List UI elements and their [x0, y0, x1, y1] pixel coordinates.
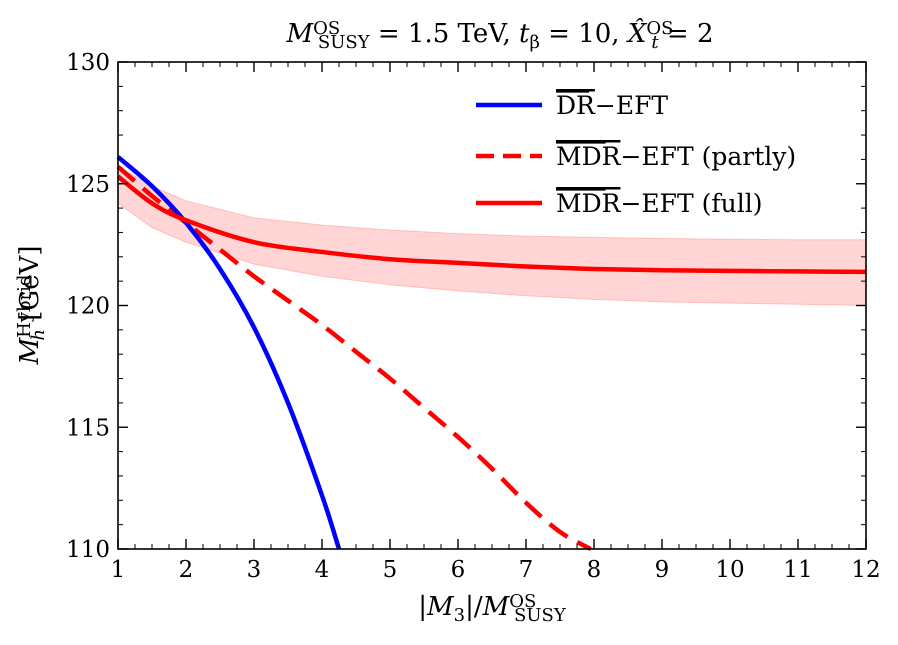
plot-frame [117, 61, 867, 550]
legend-label-2: MDR−EFT (full) [556, 189, 763, 218]
title-part: = 2 [659, 19, 714, 49]
x-tick-label: 7 [519, 557, 534, 583]
x-tick-label: 5 [383, 557, 398, 583]
title-part: SUSY [318, 32, 371, 53]
series-line-1 [116, 164, 592, 551]
x-tick-label: 6 [451, 557, 466, 583]
x-tick-label: 1 [111, 557, 126, 583]
x-tick-label: 2 [179, 557, 194, 583]
title-part: OS [313, 18, 340, 39]
title-part: t [519, 19, 530, 49]
legend-label-overline: MDR [556, 189, 622, 218]
title-part: X̂ [626, 18, 648, 49]
x-tick-label: 10 [715, 557, 744, 583]
title-part: M [285, 19, 314, 49]
x-label-part: SUSY [514, 605, 567, 626]
y-tick-label: 115 [66, 415, 110, 441]
series-line-0 [116, 155, 342, 550]
legend-label-1: MDR−EFT (partly) [556, 142, 796, 171]
y-label-part: [GeV] [15, 246, 45, 329]
x-axis-label: |M3|/MOS SUSY [418, 591, 567, 625]
chart-title: MOS SUSY = 1.5 TeV, tβ = 10, X̂OS t = 2 [285, 18, 713, 52]
legend-label-overline: DR [556, 91, 596, 120]
x-tick-label: 8 [587, 557, 602, 583]
y-label-part: Hybrid [14, 275, 35, 338]
y-label-part: M [15, 336, 45, 365]
x-tick-label: 3 [247, 557, 262, 583]
title-part: = 10, [540, 19, 628, 49]
legend-label-rest: −EFT [595, 91, 669, 120]
y-axis-label: MHybridh [GeV] [14, 246, 48, 366]
title-part: t [651, 32, 659, 53]
series-line-2 [116, 174, 867, 275]
x-label-part: M [426, 592, 455, 622]
y-tick-label: 110 [66, 537, 110, 563]
legend-label-overline: MDR [556, 142, 622, 171]
series-lines-layer [116, 155, 867, 551]
title-part: β [529, 32, 539, 53]
title-part: OS [646, 18, 673, 39]
x-tick-label: 9 [655, 557, 670, 583]
y-tick-label: 125 [66, 172, 110, 198]
x-label-part: M [482, 592, 511, 622]
y-tick-label: 120 [66, 294, 110, 320]
ticks-layer [117, 61, 867, 550]
y-label-part: h [28, 329, 49, 341]
x-tick-label: 12 [851, 557, 880, 583]
x-tick-label: 11 [783, 557, 812, 583]
legend-label-rest: −EFT (full) [620, 189, 762, 218]
x-label-part: |/ [465, 592, 483, 622]
legend-label-0: DR−EFT [556, 91, 668, 120]
x-tick-label: 4 [315, 557, 330, 583]
x-label-part: | [418, 592, 427, 622]
x-label-part: 3 [454, 605, 465, 626]
y-tick-label: 130 [66, 50, 110, 76]
legend-label-rest: −EFT (partly) [620, 142, 796, 171]
title-part: = 1.5 TeV, [370, 19, 519, 49]
x-label-part: OS [509, 591, 536, 612]
